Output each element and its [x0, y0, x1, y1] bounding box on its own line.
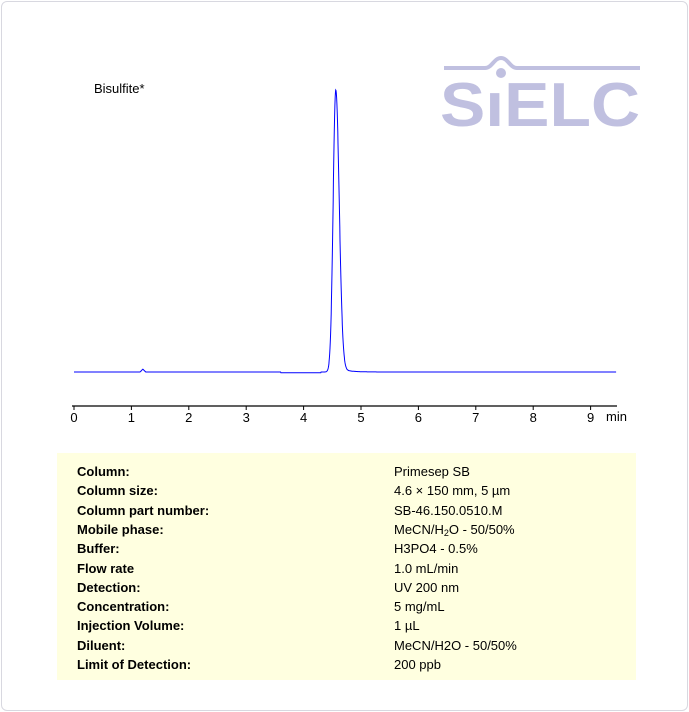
series-line	[74, 88, 617, 374]
condition-value: 1 µL	[394, 618, 420, 634]
x-tick-label: 8	[530, 410, 537, 425]
x-tick-label: 1	[128, 410, 135, 425]
svg-text:SıELC: SıELC	[440, 71, 640, 140]
peak-annotation: Bisulfite*	[94, 81, 145, 96]
x-tick-label: 7	[472, 410, 479, 425]
x-tick-label: 4	[300, 410, 307, 425]
condition-label: Column:	[77, 464, 130, 479]
condition-value: 1.0 mL/min	[394, 560, 459, 576]
condition-label: Concentration:	[77, 599, 170, 615]
condition-label: Buffer:	[77, 541, 120, 557]
condition-value: 4.6 × 150 mm, 5 µm	[394, 483, 511, 499]
x-axis: 0 1 2 3 4 5 6 7 8 9	[70, 405, 617, 425]
condition-label: Detection:	[77, 579, 141, 595]
condition-value: 200 ppb	[394, 657, 441, 672]
x-tick-label: 5	[357, 410, 364, 425]
conditions-table: Column: Primesep SB Column size: 4.6 × 150 …	[57, 453, 636, 680]
condition-label: Column part number:	[77, 502, 210, 518]
sielc-logo: SıELC	[440, 55, 640, 140]
condition-value: H3PO4 - 0.5%	[394, 541, 478, 557]
condition-value: MeCN/H2O - 50/50%	[394, 637, 517, 653]
condition-label: Flow rate	[77, 560, 135, 576]
x-tick-label: 9	[587, 410, 594, 425]
condition-label: Injection Volume:	[77, 618, 185, 634]
condition-label: Diluent:	[77, 637, 126, 653]
condition-label: Mobile phase:	[77, 521, 164, 537]
x-tick-label: 3	[243, 410, 250, 425]
x-tick-label: 6	[415, 410, 422, 425]
condition-label: Column size:	[77, 483, 158, 499]
x-tick-label: 0	[70, 410, 77, 425]
condition-label: Limit of Detection:	[77, 657, 192, 672]
condition-value: UV 200 nm	[394, 579, 460, 595]
x-tick-label: 2	[185, 410, 192, 425]
condition-value: 5 mg/mL	[394, 599, 445, 615]
x-axis-label: min	[606, 409, 627, 424]
condition-value: MeCN/H2O - 50/50%	[394, 521, 515, 538]
condition-value: Primesep SB	[394, 464, 470, 479]
chromatogram: SıELC 0 1 2 3 4 5 6 7 8 9 min Bisulfite*	[70, 55, 640, 425]
condition-value: SB-46.150.0510.M	[394, 502, 503, 518]
